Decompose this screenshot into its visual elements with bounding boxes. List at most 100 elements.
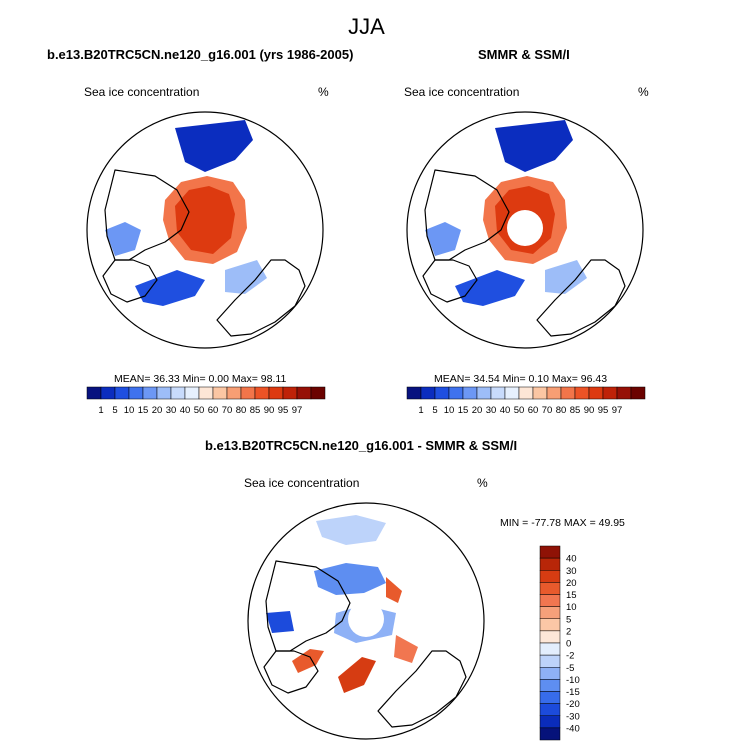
colorbar-tick-label: 10 <box>124 405 135 416</box>
ice-band-hudson <box>105 222 141 256</box>
colorbar-tick-label: 97 <box>292 405 303 416</box>
colorbar-tick-label: 5 <box>432 405 437 416</box>
colorbar-swatch <box>462 386 478 400</box>
diff-band-beaufort <box>314 563 386 595</box>
north-america-outline <box>422 259 478 303</box>
colorbar-swatch <box>539 642 561 656</box>
colorbar-swatch <box>156 386 172 400</box>
map-border <box>247 502 485 740</box>
colorbar-swatch <box>539 667 561 680</box>
panel-3-polar-map <box>247 502 485 740</box>
colorbar-tick-label: 20 <box>566 578 577 589</box>
colorbar-tick-label: 1 <box>418 405 423 416</box>
panel-1-title: b.e13.B20TRC5CN.ne120_g16.001 (yrs 1986-… <box>47 47 354 62</box>
colorbar-tick-label: 60 <box>528 405 539 416</box>
pole-hole <box>348 601 384 637</box>
colorbar-swatch <box>539 582 561 595</box>
panel-1-stats: MEAN= 36.33 Min= 0.00 Max= 98.11 <box>114 373 287 385</box>
colorbar-tick-label: 90 <box>584 405 595 416</box>
colorbar-swatch <box>574 386 590 400</box>
ice-band-laptev <box>135 270 205 306</box>
colorbar-swatch <box>560 386 576 400</box>
colorbar-swatch <box>539 594 561 607</box>
panel-3-variable-label: Sea ice concentration <box>244 476 360 490</box>
colorbar-swatch <box>539 703 561 716</box>
colorbar-swatch <box>420 386 436 400</box>
colorbar-tick-label: 70 <box>542 405 553 416</box>
colorbar-tick-label: 20 <box>152 405 163 416</box>
colorbar-swatch <box>86 386 102 400</box>
panel-3-title: b.e13.B20TRC5CN.ne120_g16.001 - SMMR & S… <box>205 438 518 453</box>
colorbar-tick-label: 50 <box>194 405 205 416</box>
colorbar-swatch <box>539 679 561 692</box>
colorbar-tick-label: 85 <box>570 405 581 416</box>
colorbar-tick-label: 30 <box>566 566 577 577</box>
colorbar-swatch <box>539 618 561 632</box>
colorbar-swatch <box>240 386 256 400</box>
greenland-outline <box>104 169 190 261</box>
colorbar-tick-label: 97 <box>612 405 623 416</box>
colorbar-swatch <box>226 386 242 400</box>
colorbar-tick-label: 30 <box>166 405 177 416</box>
colorbar-swatch <box>539 630 561 644</box>
colorbar-swatch <box>504 386 520 400</box>
colorbar-swatch <box>539 727 561 741</box>
ice-band-siberia <box>225 260 267 294</box>
figure-title: JJA <box>348 14 385 39</box>
panel-1-units-label: % <box>318 85 329 99</box>
colorbar-tick-label: -15 <box>566 687 580 698</box>
colorbar-swatch <box>539 570 561 583</box>
colorbar-tick-label: 50 <box>514 405 525 416</box>
map-border <box>86 111 324 349</box>
colorbar-tick-label: -40 <box>566 723 580 734</box>
colorbar-tick-label: 10 <box>566 602 577 613</box>
map-border <box>406 111 644 349</box>
colorbar-tick-label: -30 <box>566 711 580 722</box>
colorbar-tick-label: 15 <box>566 590 577 601</box>
diff-band-siberia <box>394 635 418 663</box>
pole-hole <box>507 210 543 246</box>
ice-band-baffin <box>175 120 253 172</box>
colorbar-swatch <box>546 386 562 400</box>
colorbar-swatch <box>282 386 298 400</box>
eurasia-outline <box>377 650 467 728</box>
panel-2-stats: MEAN= 34.54 Min= 0.10 Max= 96.43 <box>434 373 608 385</box>
colorbar-tick-label: 95 <box>278 405 289 416</box>
colorbar-tick-label: 10 <box>444 405 455 416</box>
colorbar-tick-label: 1 <box>98 405 103 416</box>
colorbar-swatch <box>212 386 228 400</box>
colorbar-swatch <box>296 386 312 400</box>
colorbar-tick-label: 20 <box>472 405 483 416</box>
colorbar-swatch <box>268 386 284 400</box>
panel-2-title: SMMR & SSM/I <box>478 47 570 62</box>
colorbar-tick-label: 30 <box>486 405 497 416</box>
colorbar-swatch <box>539 545 561 559</box>
colorbar-swatch <box>476 386 492 400</box>
diff-band-north <box>316 515 386 545</box>
colorbar-tick-label: 95 <box>598 405 609 416</box>
ice-band-laptev <box>455 270 525 306</box>
colorbar-tick-label: 15 <box>138 405 149 416</box>
greenland-outline <box>424 169 510 261</box>
panel-1-polar-map <box>86 111 324 349</box>
panel-3-stats: MIN = -77.78 MAX = 49.95 <box>500 517 625 529</box>
colorbar-swatch <box>630 386 646 400</box>
colorbar-tick-label: 85 <box>250 405 261 416</box>
panel-1-colorbar: 1 5 10 15 20 30 40 50 60 70 80 85 90 95 97 <box>86 386 326 416</box>
eurasia-outline <box>536 259 626 337</box>
colorbar-swatch <box>539 715 561 729</box>
colorbar-swatch <box>490 386 506 400</box>
colorbar-swatch <box>310 386 326 400</box>
colorbar-tick-label: 80 <box>236 405 247 416</box>
colorbar-swatch <box>184 386 200 400</box>
colorbar-swatch <box>588 386 604 400</box>
colorbar-swatch <box>532 386 548 400</box>
colorbar-tick-label: 5 <box>112 405 117 416</box>
diff-band-laptev <box>338 657 376 693</box>
ice-band-siberia <box>545 260 587 294</box>
panel-1-variable-label: Sea ice concentration <box>84 85 200 99</box>
colorbar-tick-label: 40 <box>180 405 191 416</box>
colorbar-tick-label: 40 <box>566 554 577 565</box>
panel-2-colorbar: 1 5 10 15 20 30 40 50 60 70 80 85 90 95 97 <box>406 386 646 416</box>
colorbar-tick-label: 5 <box>566 614 571 625</box>
